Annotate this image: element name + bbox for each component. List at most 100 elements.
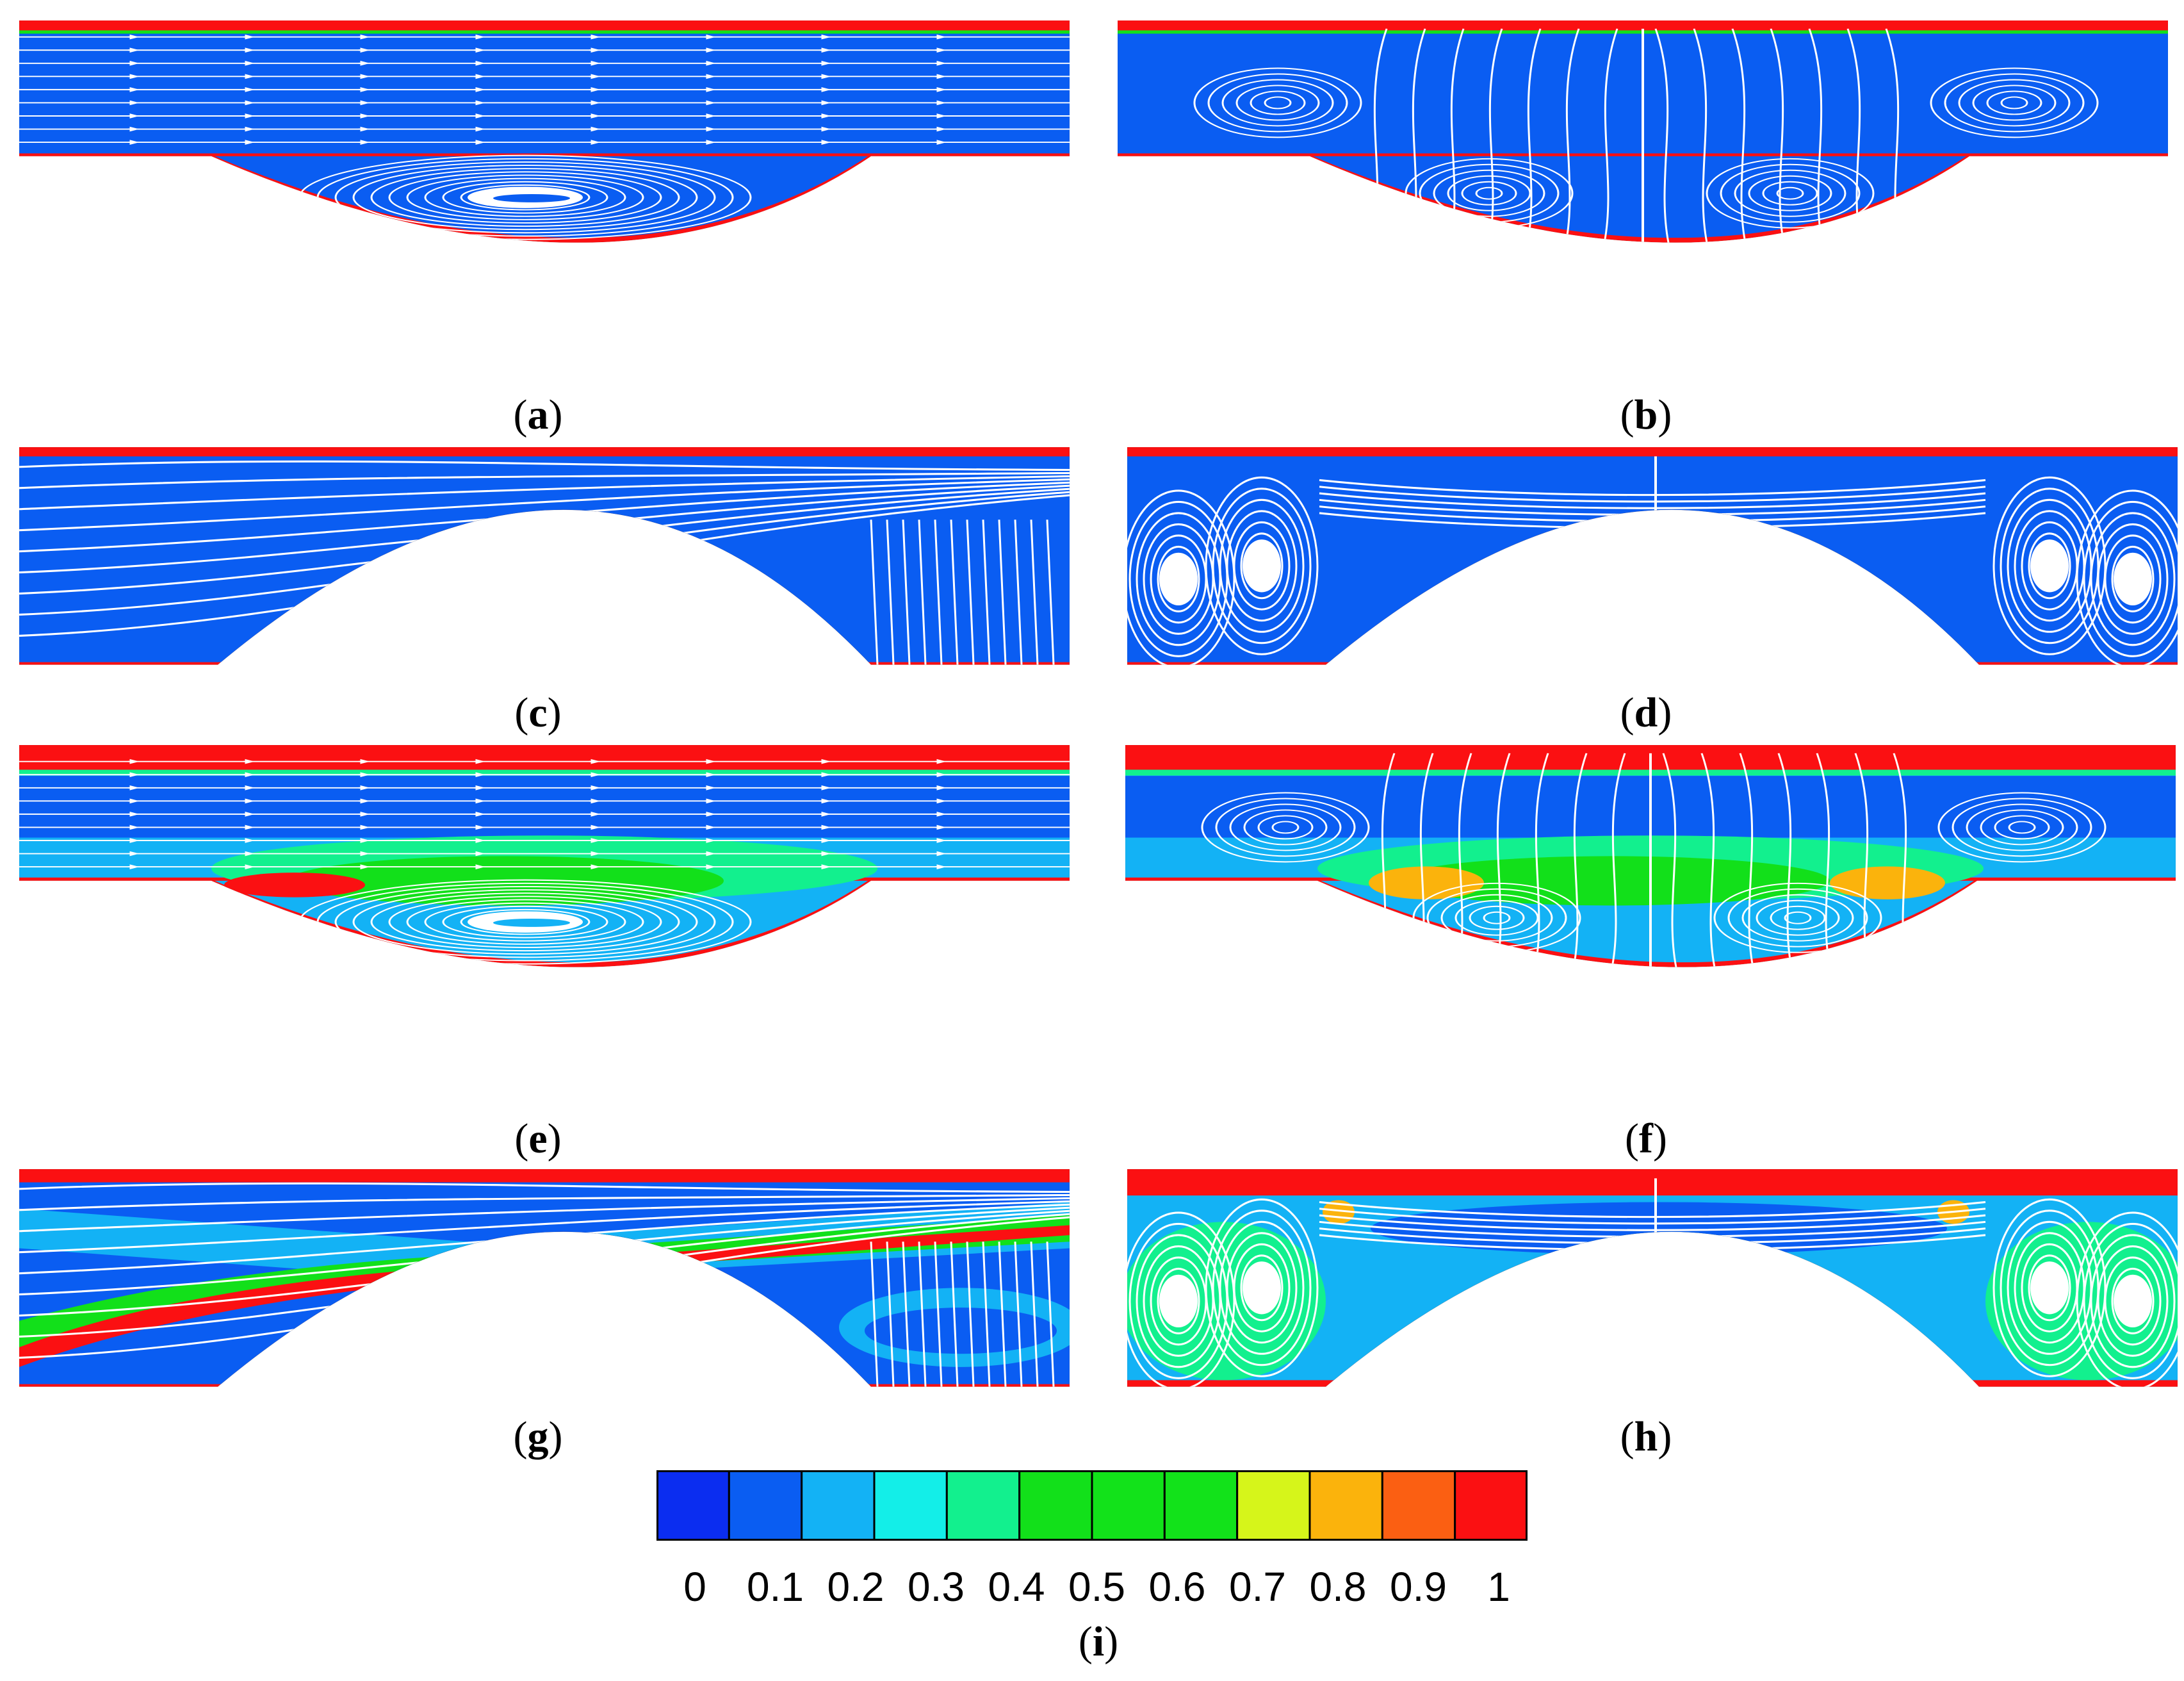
- vortex-loop: [1980, 809, 2064, 846]
- core-region: [19, 776, 1070, 838]
- colorbar: [656, 1470, 1528, 1541]
- contour-plot-d: [1127, 447, 2178, 665]
- vortex-loop: [1219, 1220, 1305, 1355]
- streamline: [1014, 1242, 1023, 1387]
- flow-field: [1125, 745, 2176, 967]
- caption-i: (i): [1078, 1618, 1119, 1665]
- streamline: [19, 1193, 1070, 1211]
- contour-plot-f: [1125, 745, 2176, 967]
- streamline: [1611, 753, 1626, 967]
- vortex-loop: [2083, 500, 2178, 657]
- colorbar-swatch: [1381, 1470, 1456, 1541]
- vortex-loop: [1250, 90, 1306, 115]
- vortex-loop: [2028, 1254, 2071, 1322]
- vortex-loop: [1713, 882, 1882, 953]
- vortex-loop: [1741, 894, 1854, 942]
- contour-plot-a: [19, 20, 1070, 243]
- domain-outline: [1125, 745, 2176, 967]
- vortex-loop: [1233, 521, 1291, 611]
- streamline: [19, 472, 1070, 489]
- vortex-loop: [1972, 85, 2057, 121]
- hot-spot-right: [1830, 866, 1945, 899]
- contour-plot-c: [19, 447, 1070, 665]
- streamline: [1046, 520, 1055, 665]
- hot-spot-left: [1369, 866, 1484, 899]
- vortex-eye: [493, 194, 570, 202]
- vortex-loop: [1440, 894, 1553, 942]
- streamline: [966, 520, 975, 665]
- shear-layer: [19, 30, 1070, 34]
- colorbar-tick-label: 0.1: [747, 1564, 804, 1610]
- vortex-loop: [406, 899, 644, 945]
- colorbar-swatch: [1236, 1470, 1311, 1541]
- vortex-loop: [1727, 888, 1868, 947]
- vortex-core: [2030, 1261, 2069, 1315]
- vortex-loop: [406, 174, 644, 220]
- streamline: [902, 520, 911, 665]
- streamline: [1816, 753, 1831, 967]
- core-region: [1371, 1202, 1947, 1255]
- vortex-loop: [1212, 488, 1312, 644]
- vortex-loop: [1461, 181, 1517, 206]
- streamline: [1488, 28, 1503, 243]
- hot-spot-left: [224, 873, 365, 898]
- vortex-loop: [460, 184, 591, 211]
- colorbar-swatch: [1091, 1470, 1166, 1541]
- colorbar-tick-label: 0.8: [1309, 1564, 1367, 1610]
- vortex-loop: [460, 908, 591, 935]
- vortex-loop: [1219, 498, 1305, 633]
- streamline: [1319, 1214, 1986, 1231]
- vortex-loop: [2083, 1222, 2178, 1379]
- vortex-core: [1159, 1274, 1198, 1328]
- vortex-core: [2030, 539, 2069, 593]
- panel-b: [1118, 20, 2168, 245]
- vortex-loop: [1483, 911, 1511, 924]
- caption-c-letter: c: [528, 689, 548, 736]
- contour-plot-e: [19, 745, 1070, 967]
- streamline: [966, 1242, 975, 1387]
- streamline: [19, 475, 1070, 511]
- vortex-loop: [1706, 158, 1875, 229]
- streamline: [1030, 520, 1039, 665]
- colorbar-swatch: [1163, 1470, 1239, 1541]
- vortex-loop: [1944, 73, 2085, 133]
- streamline: [1030, 1242, 1039, 1387]
- vortex-loop: [1240, 1254, 1284, 1322]
- streamline: [1319, 486, 1986, 503]
- vortex-loop: [1157, 545, 1200, 612]
- streamline: [1526, 28, 1542, 243]
- flow-field: [1118, 20, 2168, 243]
- streamline: [902, 1242, 911, 1387]
- vortex-loop: [334, 161, 716, 234]
- panel-e: [19, 745, 1070, 969]
- colorbar-tick-label: 0.7: [1229, 1564, 1286, 1610]
- vortex-loop: [2104, 1256, 2162, 1346]
- streamline: [982, 520, 991, 665]
- vortex-loop: [1734, 169, 1846, 217]
- streamline: [950, 1242, 959, 1387]
- colorbar-tick-label: 0.3: [908, 1564, 965, 1610]
- colorbar-swatch: [656, 1470, 730, 1541]
- vortex-loop: [442, 181, 608, 214]
- vortex-loop: [1784, 911, 1812, 924]
- vortex-loop: [1776, 186, 1804, 200]
- vortex-loop: [2090, 512, 2176, 646]
- contour-plot-b: [1118, 20, 2168, 243]
- vortex-loop: [1937, 792, 2107, 863]
- caption-g: (g): [513, 1413, 563, 1460]
- vortex-loop: [1215, 798, 1356, 857]
- vortex-loop: [1221, 79, 1334, 127]
- colorbar-tick-label: 1: [1487, 1564, 1510, 1610]
- caption-i-letter: i: [1092, 1618, 1105, 1665]
- domain-outline: [19, 1169, 1070, 1387]
- vortex-loop: [2028, 532, 2071, 600]
- vortex-loop: [442, 905, 608, 939]
- vortex-eye: [493, 919, 570, 927]
- shear-layer: [19, 769, 1070, 776]
- vortex-loop: [424, 177, 626, 217]
- streamline: [19, 1182, 1070, 1193]
- vortex-loop: [1226, 1232, 1298, 1344]
- streamline: [1700, 753, 1716, 967]
- streamline: [1654, 28, 1670, 243]
- core-region: [19, 31, 1070, 154]
